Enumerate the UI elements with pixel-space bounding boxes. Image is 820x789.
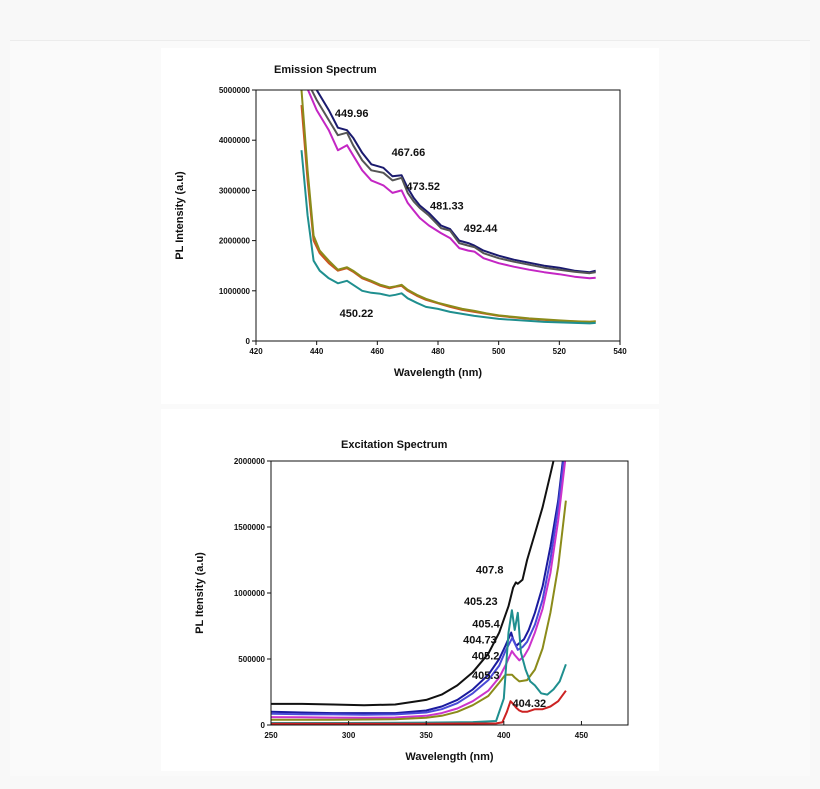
y-tick-label: 4000000: [219, 136, 251, 145]
series-line-2: [271, 461, 564, 715]
x-tick-label: 500: [492, 347, 506, 356]
x-tick-label: 480: [431, 347, 445, 356]
x-tick-label: 450: [575, 731, 589, 740]
chart-title: Excitation Spectrum: [341, 439, 448, 451]
series-group: [300, 90, 596, 325]
series-line-3: [310, 90, 596, 275]
x-tick-label: 350: [420, 731, 434, 740]
series-line-4: [271, 461, 567, 719]
x-tick-label: 250: [264, 731, 278, 740]
peak-annotation: 405.23: [464, 596, 498, 608]
series-line-2: [306, 90, 596, 280]
plot-frame: [270, 460, 629, 726]
y-tick-label: 1000000: [219, 287, 251, 296]
x-tick-label: 300: [342, 731, 356, 740]
series-group: [271, 461, 567, 725]
peak-annotation: 473.52: [406, 181, 440, 193]
series-line-5: [271, 500, 567, 721]
peak-annotation: 404.73: [463, 635, 497, 647]
series-line-1: [315, 90, 596, 274]
y-axis-label: PL Itensity (a.u): [194, 552, 206, 634]
peak-annotation: 449.96: [335, 108, 369, 120]
x-tick-label: 440: [310, 347, 324, 356]
series-line-7: [271, 690, 567, 725]
peak-annotation: 405.3: [472, 670, 500, 682]
peak-annotation: 407.8: [476, 565, 504, 577]
series-line-4: [300, 105, 596, 323]
peak-annotation: 450.22: [340, 308, 374, 320]
series-line-5: [300, 90, 596, 323]
series-line-3: [271, 461, 565, 716]
chart-title: Emission Spectrum: [274, 64, 377, 76]
y-tick-label: 1500000: [234, 523, 266, 532]
y-tick-label: 0: [246, 337, 251, 346]
peak-annotation: 481.33: [430, 201, 464, 213]
peak-annotation: 405.4: [472, 619, 500, 631]
x-tick-label: 540: [613, 347, 627, 356]
y-tick-label: 500000: [238, 655, 265, 664]
emission-chart-panel: 420 440 460 480 500 520 540 0 1000000 2000000 3000…: [161, 48, 659, 404]
peak-annotation: 405.2: [472, 650, 500, 662]
x-axis-label: Wavelength (nm): [405, 751, 494, 763]
excitation-chart-panel: 250 300 350 400 450 0 500000 1000000 1500000 2000…: [161, 409, 659, 771]
y-tick-label: 5000000: [219, 86, 251, 95]
peak-annotation: 467.66: [392, 147, 426, 159]
peak-annotation: 404.32: [513, 698, 547, 710]
peak-annotation: 492.44: [464, 223, 499, 235]
x-tick-label: 420: [249, 347, 263, 356]
series-line-1: [271, 461, 555, 707]
excitation-chart: 250 300 350 400 450 0 500000 1000000 1500000 2000…: [194, 439, 629, 763]
y-tick-label: 1000000: [234, 589, 266, 598]
y-tick-label: 3000000: [219, 186, 251, 195]
emission-chart: 420 440 460 480 500 520 540 0 1000000 2000000 3000…: [174, 64, 627, 379]
x-tick-label: 400: [497, 731, 511, 740]
y-axis-label: PL Intensity (a.u): [174, 171, 186, 260]
x-tick-label: 520: [553, 347, 567, 356]
x-axis-label: Wavelength (nm): [394, 367, 483, 379]
y-tick-label: 0: [261, 721, 266, 730]
y-tick-label: 2000000: [234, 457, 266, 466]
y-tick-label: 2000000: [219, 237, 251, 246]
x-tick-label: 460: [371, 347, 385, 356]
series-line-6: [271, 609, 567, 724]
series-line-6: [300, 150, 596, 325]
